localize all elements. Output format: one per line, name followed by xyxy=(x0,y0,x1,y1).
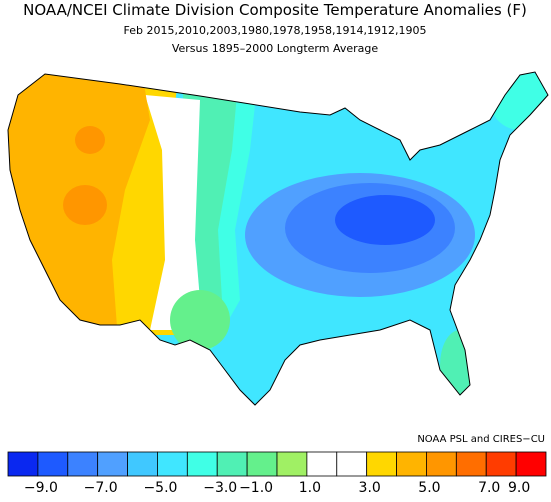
credit: NOAA PSL and CIRES−CU xyxy=(417,434,545,445)
legend-swatch xyxy=(276,451,308,477)
legend-label: −3.0 xyxy=(203,480,237,496)
legend-label: −9.0 xyxy=(24,480,58,496)
legend-swatch xyxy=(426,451,457,477)
legend-swatch xyxy=(97,451,128,477)
subtitle: Feb 2015,2010,2003,1980,1978,1958,1914,1… xyxy=(124,24,427,37)
legend-swatch xyxy=(515,451,547,477)
legend-swatch xyxy=(37,451,69,477)
baseline: Versus 1895–2000 Longterm Average xyxy=(172,42,379,55)
legend-label: 7.0 xyxy=(478,480,500,496)
legend-swatch xyxy=(186,451,218,477)
us-outline xyxy=(7,71,549,406)
color-legend: −9.0 −7.0 −5.0 −3.0 −1.0 1.0 3.0 5.0 7.0 9.0 xyxy=(7,451,547,496)
title: NOAA/NCEI Climate Division Composite Tem… xyxy=(23,1,527,19)
legend-swatch xyxy=(336,451,368,477)
legend-swatch xyxy=(7,451,39,477)
legend-swatch xyxy=(485,451,517,477)
legend-label: 3.0 xyxy=(359,480,381,496)
legend-label: 1.0 xyxy=(299,480,321,496)
legend-swatch xyxy=(306,451,338,477)
legend-swatch xyxy=(366,451,397,477)
legend-label: 9.0 xyxy=(508,480,530,496)
legend-swatch xyxy=(455,451,487,477)
legend-swatch xyxy=(67,451,99,477)
legend-label: −7.0 xyxy=(84,480,118,496)
legend-swatch xyxy=(246,451,278,477)
legend-swatch xyxy=(216,451,248,477)
legend-swatch xyxy=(127,451,158,477)
legend-label: −5.0 xyxy=(143,480,177,496)
legend-swatch xyxy=(157,451,188,477)
legend-swatch xyxy=(396,451,427,477)
legend-label: −1.0 xyxy=(239,480,273,496)
anomaly-map xyxy=(8,72,548,405)
legend-label: 5.0 xyxy=(418,480,440,496)
